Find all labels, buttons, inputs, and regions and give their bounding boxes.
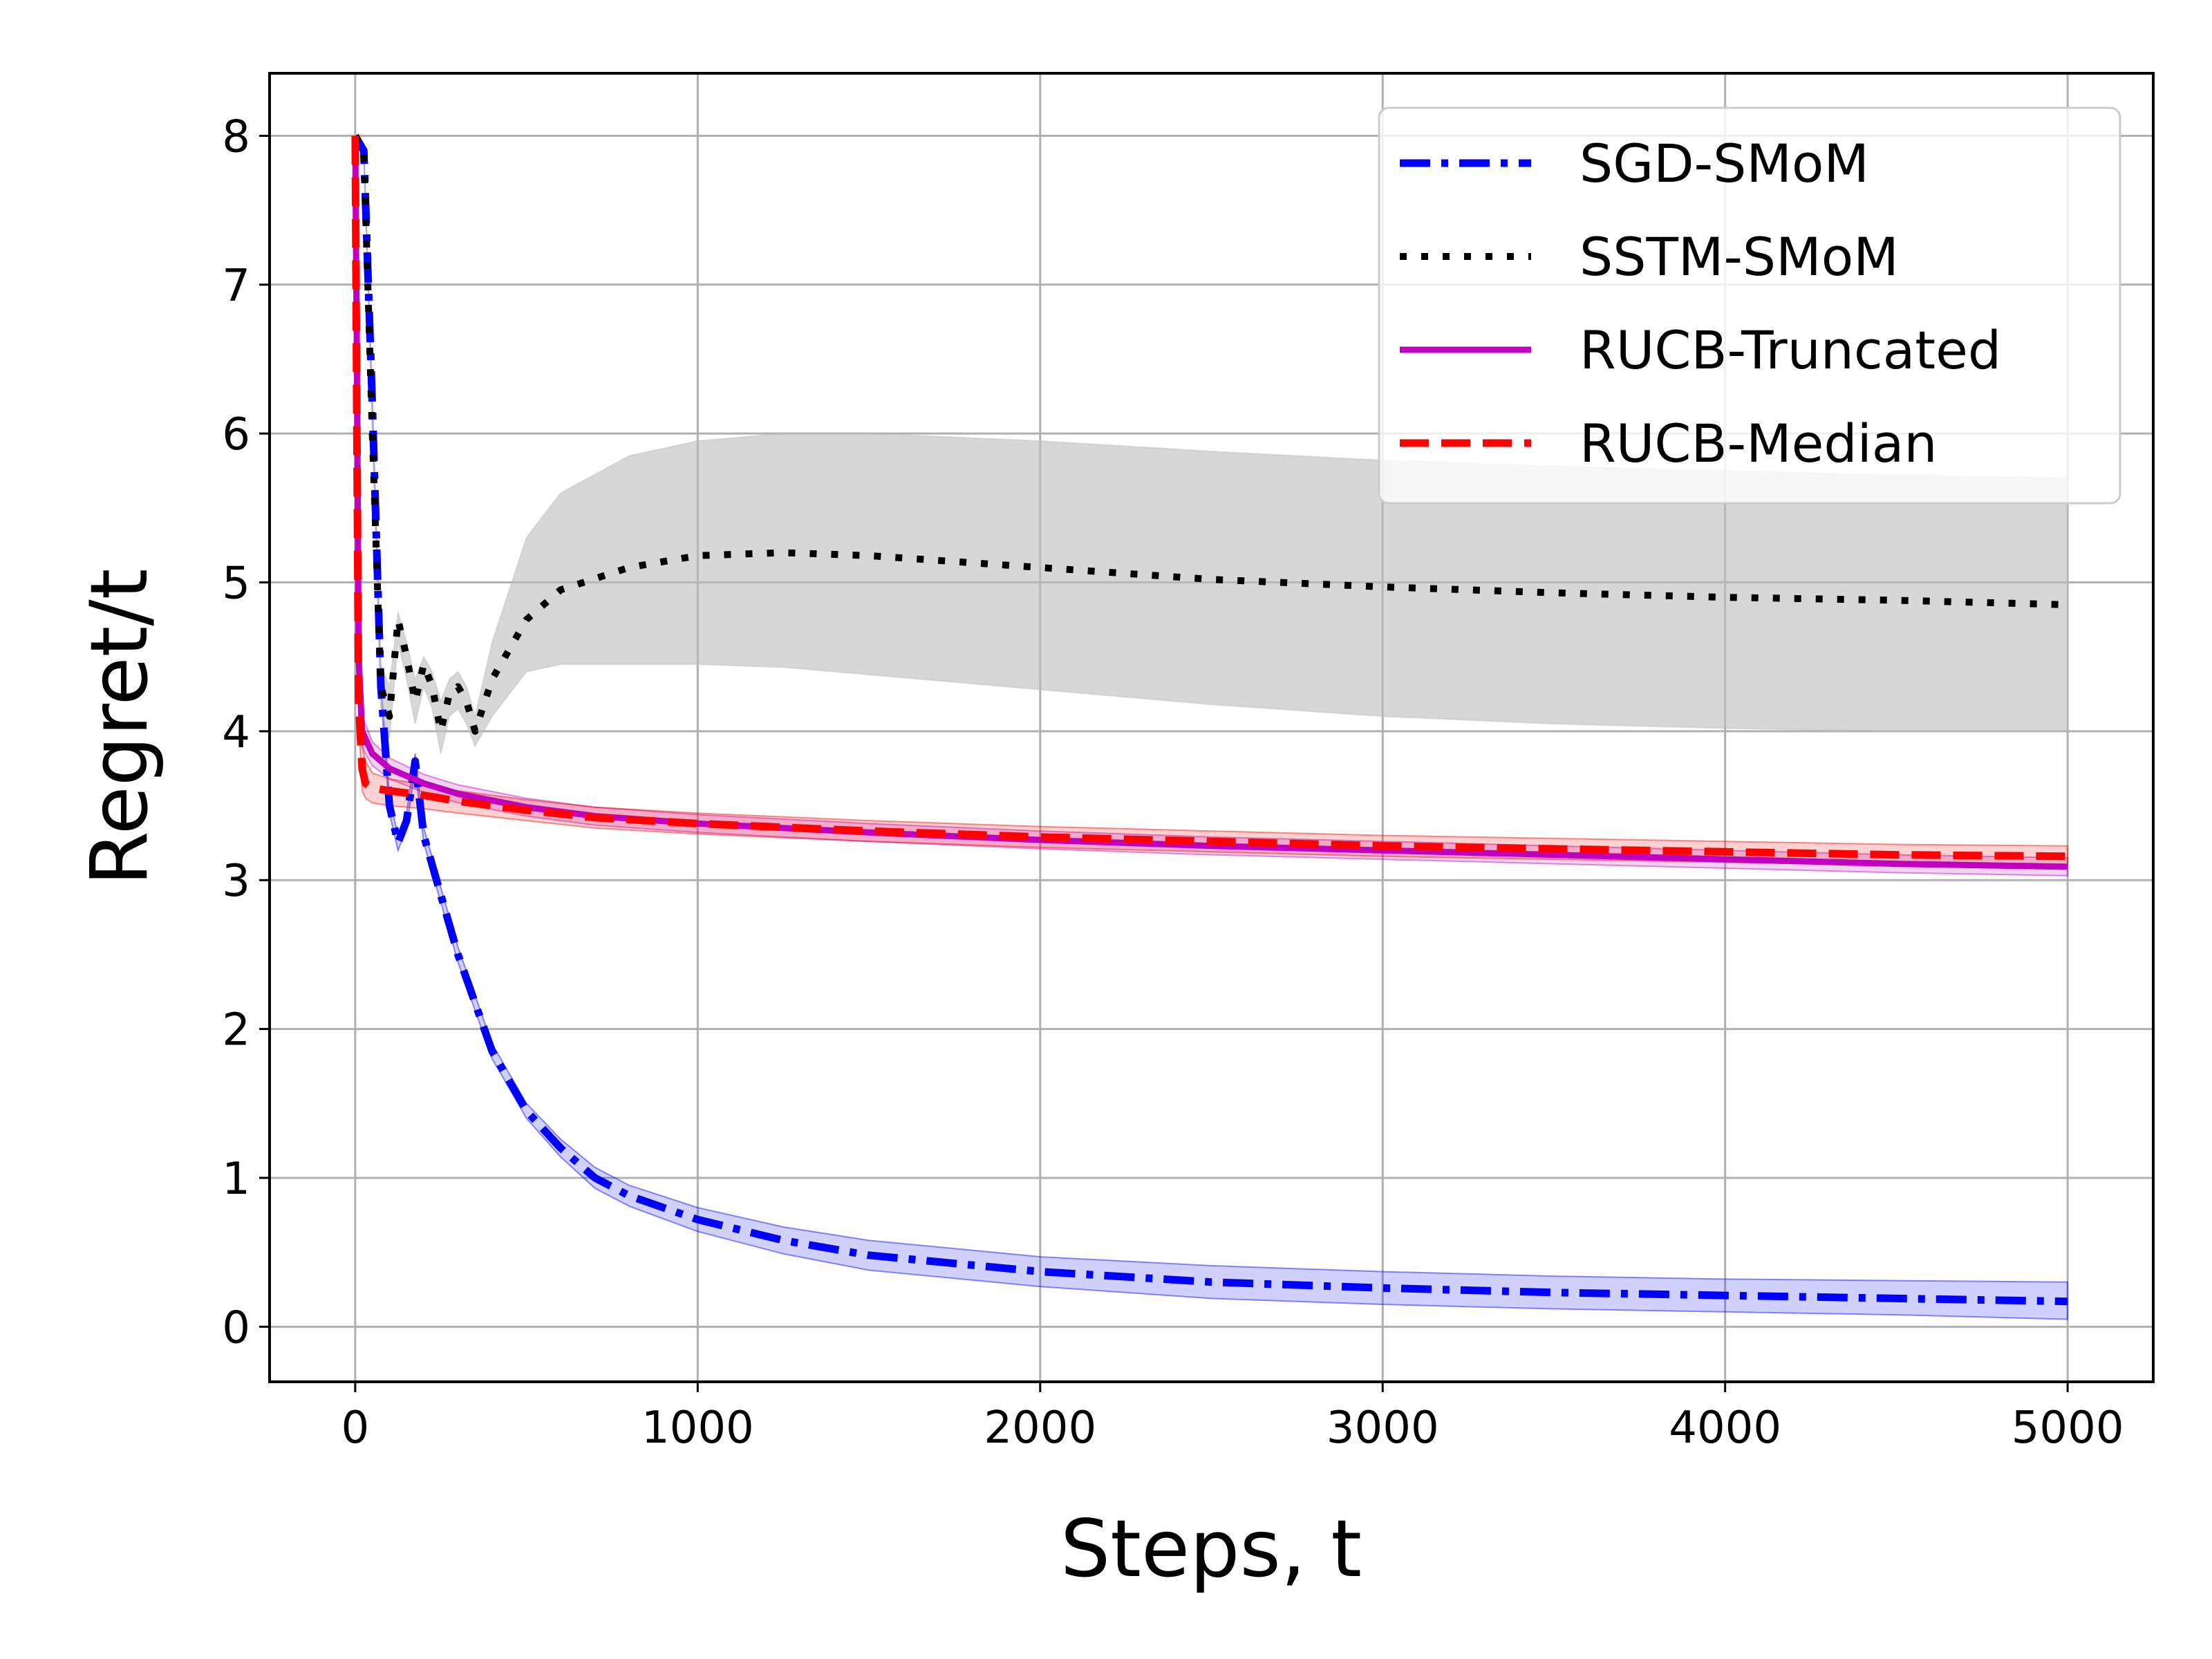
x-tick-label: 4000 bbox=[1669, 1403, 1781, 1454]
sstm-smom-line bbox=[352, 134, 2068, 735]
x-tick-label: 0 bbox=[341, 1403, 370, 1454]
y-tick-label: 3 bbox=[222, 856, 250, 907]
series-lines bbox=[351, 133, 2068, 1306]
x-tick-label: 1000 bbox=[641, 1403, 754, 1454]
rucb-median-band bbox=[354, 135, 2069, 868]
y-tick-label: 7 bbox=[222, 261, 250, 312]
legend: SGD-SMoM SSTM-SMoM RUCB-Truncated RUCB-Medi… bbox=[1378, 106, 2121, 505]
x-tick-label: 3000 bbox=[1327, 1403, 1439, 1454]
y-tick-label: 4 bbox=[222, 707, 250, 758]
y-tick-label: 6 bbox=[222, 409, 250, 460]
rucb-median-line bbox=[351, 135, 2068, 861]
legend-label-sgd-smom: SGD-SMoM bbox=[1580, 133, 1869, 194]
legend-label-rucb-median: RUCB-Median bbox=[1580, 413, 1938, 474]
y-axis-label: Regret/t bbox=[73, 569, 165, 886]
y-tick-label: 0 bbox=[222, 1302, 250, 1353]
x-tick-label: 2000 bbox=[984, 1403, 1096, 1454]
y-axis-ticks: 0 1 2 3 4 5 6 7 8 bbox=[222, 111, 270, 1353]
y-tick-label: 2 bbox=[222, 1005, 250, 1056]
x-axis-label: Steps, t bbox=[1060, 1503, 1362, 1595]
y-tick-label: 5 bbox=[222, 559, 250, 610]
legend-box bbox=[1378, 106, 2121, 505]
sstm-smom-band bbox=[355, 135, 2069, 754]
y-tick-label: 1 bbox=[222, 1154, 250, 1205]
x-axis-ticks: 0 1000 2000 3000 4000 5000 bbox=[341, 1382, 2124, 1454]
sgd-smom-line bbox=[352, 133, 2068, 1306]
legend-label-sstm-smom: SSTM-SMoM bbox=[1580, 226, 1899, 288]
grid-lines bbox=[270, 73, 2153, 1382]
x-tick-label: 5000 bbox=[2012, 1403, 2124, 1454]
plot-frame bbox=[268, 72, 2155, 1383]
y-tick-label: 8 bbox=[222, 111, 250, 162]
legend-label-rucb-truncated: RUCB-Truncated bbox=[1580, 319, 2001, 381]
